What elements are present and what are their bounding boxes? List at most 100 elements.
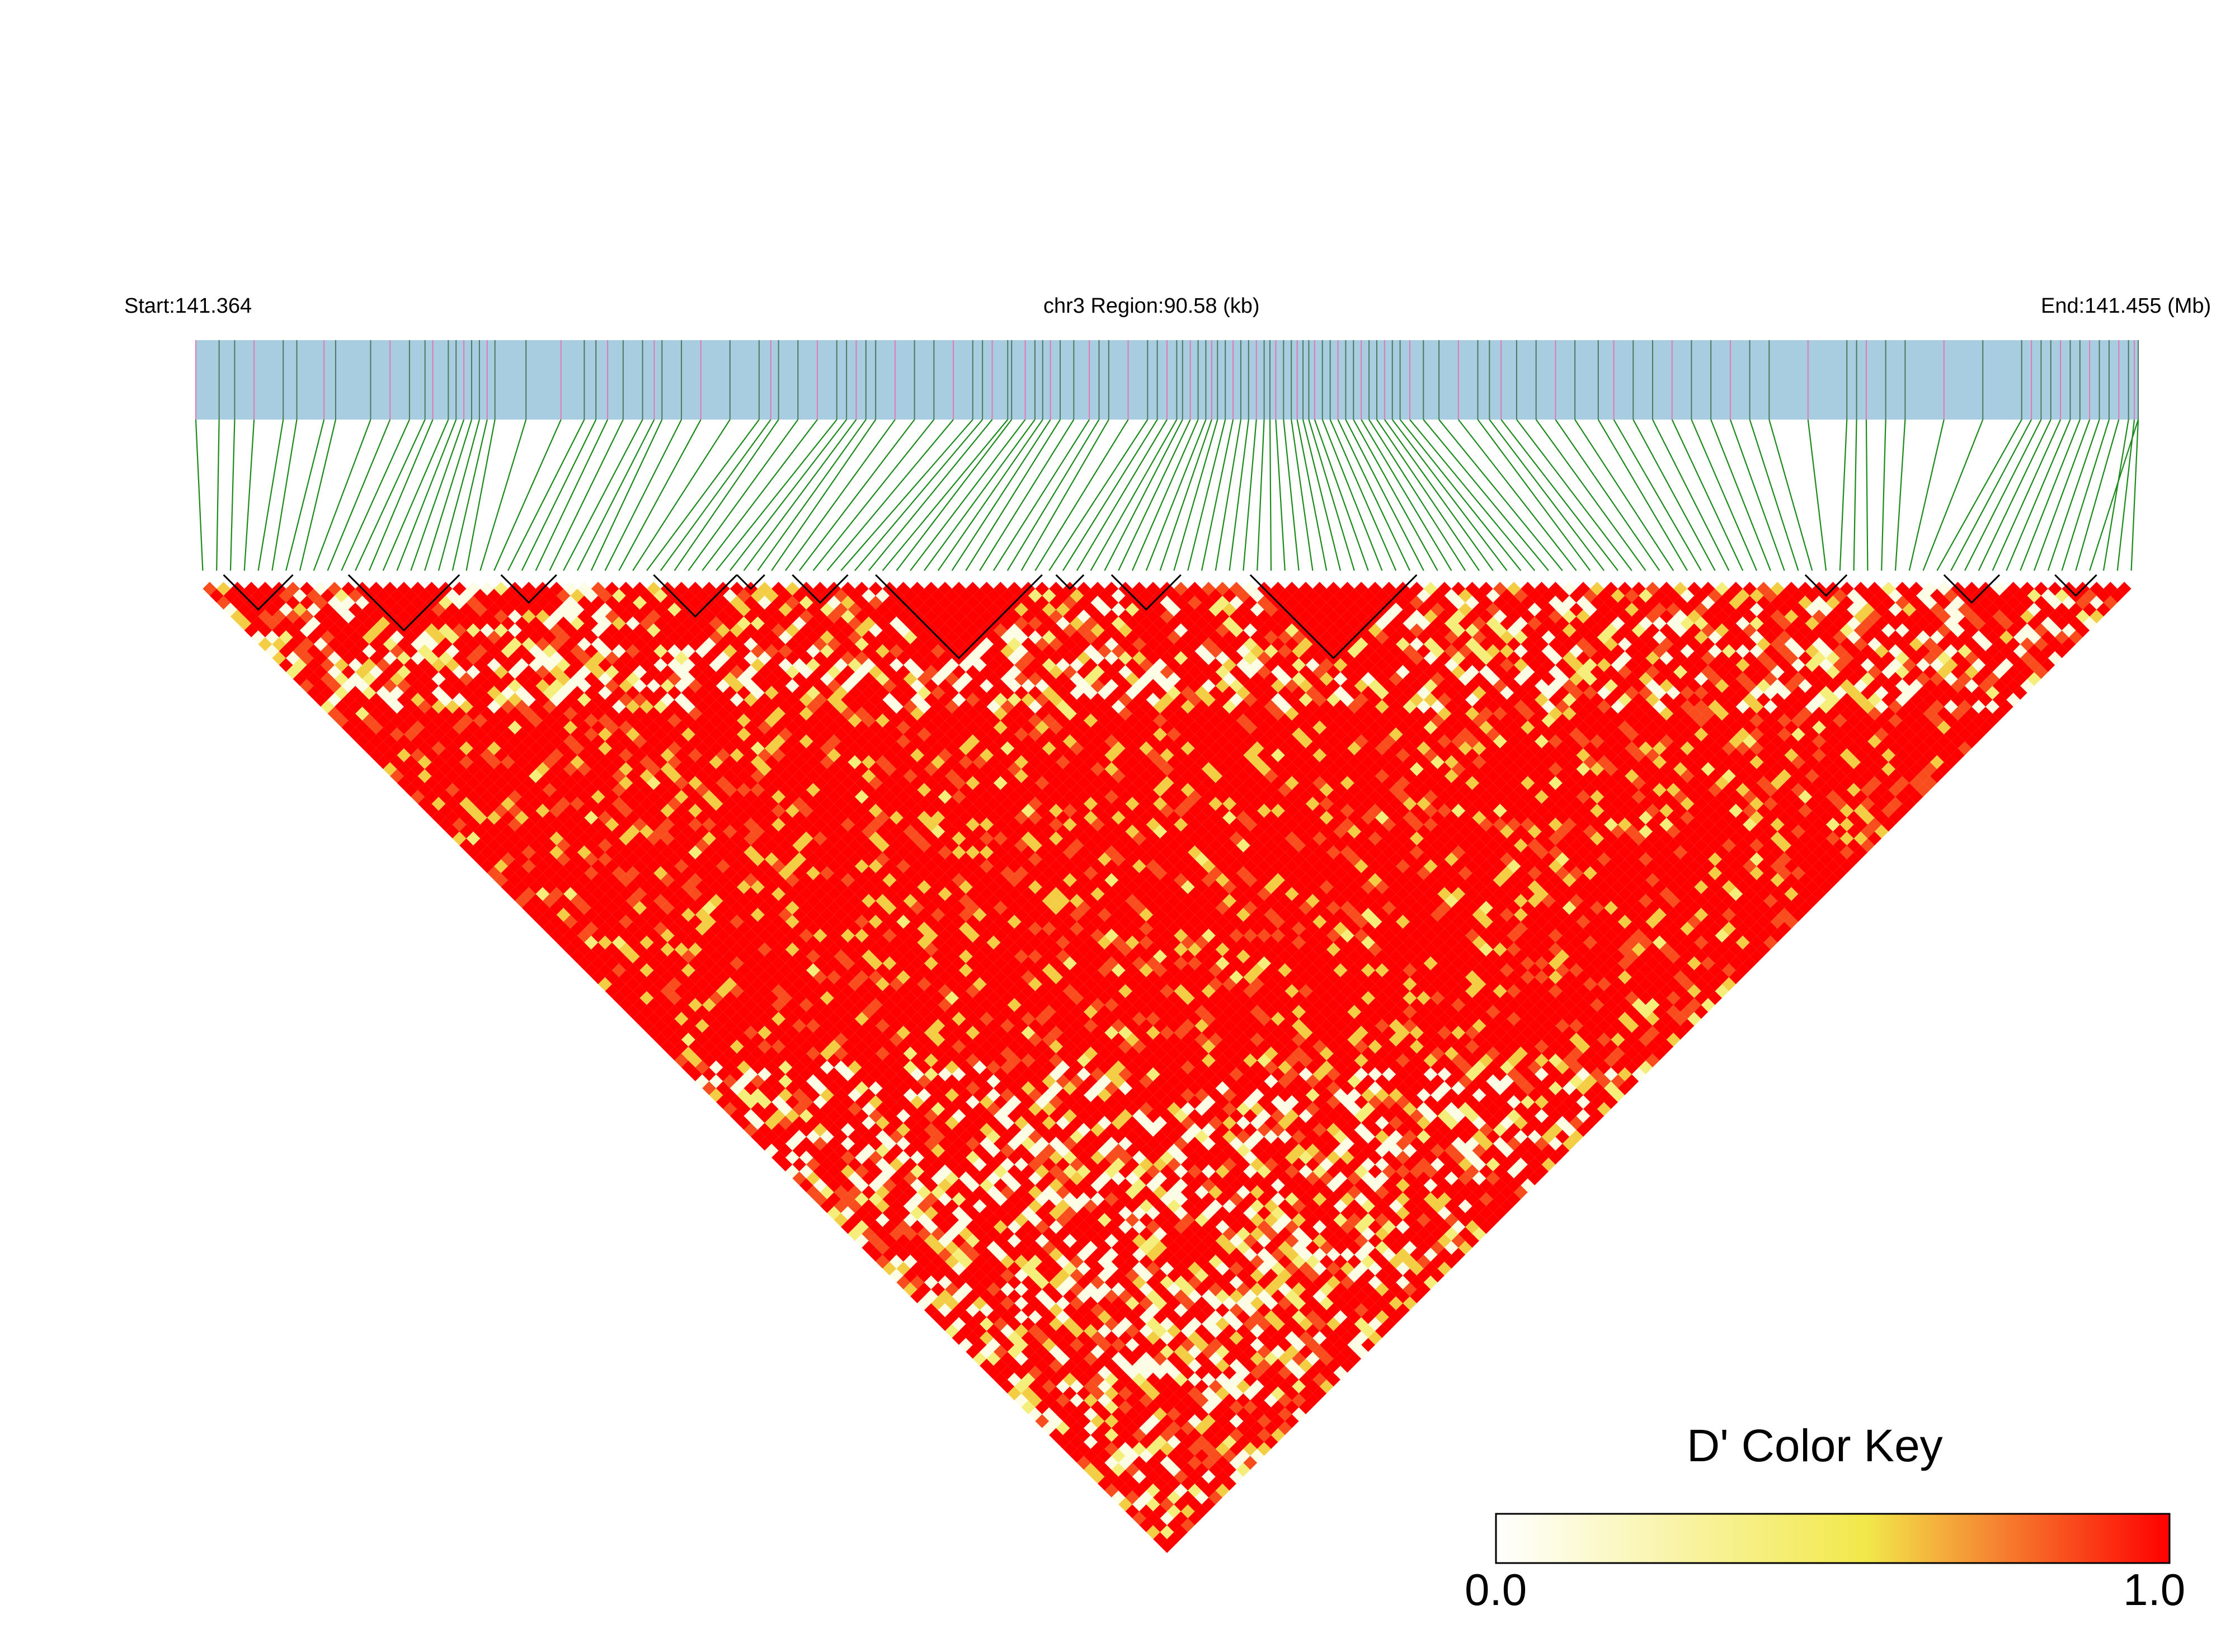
ld-cell (945, 1324, 959, 1338)
ld-cell (841, 998, 855, 1012)
ld-cell (799, 1109, 813, 1123)
ld-cell (1250, 1393, 1264, 1408)
ld-cell (480, 582, 495, 596)
ld-cell (362, 672, 377, 686)
snp-connector (396, 419, 457, 571)
ld-cell (612, 811, 626, 825)
ld-cell (459, 616, 473, 630)
ld-cell (417, 672, 432, 686)
ld-cell (751, 1088, 765, 1102)
ld-cell (217, 582, 230, 596)
ld-cell (556, 866, 571, 881)
ld-cell (1049, 1358, 1063, 1373)
snp-connector (1361, 419, 1452, 571)
ld-cell (633, 734, 647, 749)
ld-cell (959, 1254, 973, 1269)
ld-cell (639, 783, 654, 797)
ld-cell (917, 1185, 931, 1199)
ld-cell (1125, 1338, 1140, 1352)
ld-cell (903, 1199, 917, 1213)
ld-cell (612, 699, 626, 714)
ld-cell (1028, 1171, 1042, 1185)
ld-cell (1180, 1476, 1195, 1491)
snp-connector (1275, 419, 1286, 571)
ld-cell (591, 831, 605, 846)
ld-cell (952, 1303, 966, 1317)
ld-cell (986, 1338, 1001, 1352)
ld-cell (1111, 1435, 1126, 1449)
ld-cell (972, 1241, 987, 1255)
ld-cell (272, 609, 286, 624)
snp-connector (195, 419, 204, 571)
ld-cell (681, 825, 695, 839)
ld-cell (376, 616, 390, 630)
ld-cell (480, 817, 495, 832)
ld-cell (258, 637, 272, 651)
ld-cell (598, 866, 612, 881)
ld-cell (1049, 1386, 1063, 1401)
ld-cell (369, 651, 383, 665)
ld-cell (980, 1192, 994, 1206)
ld-cell (806, 1033, 820, 1047)
ld-cell (1167, 1504, 1181, 1518)
ld-cell (1021, 1345, 1036, 1359)
ld-cell (681, 935, 695, 950)
ld-cell (335, 589, 349, 603)
ld-cell (445, 755, 460, 769)
ld-cell (1056, 1185, 1070, 1199)
snp-connector (979, 419, 1075, 571)
ld-cell (487, 769, 501, 783)
ld-cell (543, 741, 557, 755)
ld-cell (1125, 1296, 1140, 1310)
snp-connector (1881, 419, 1886, 571)
ld-cell (494, 790, 508, 804)
ld-cell (397, 679, 411, 693)
ld-cell (1007, 1123, 1022, 1137)
ld-cell (827, 1067, 841, 1081)
ld-cell (1132, 1400, 1146, 1414)
ld-cell (841, 1123, 855, 1137)
ld-cell (1063, 1442, 1077, 1456)
ld-cell (1146, 1248, 1160, 1262)
ld-cell (730, 1109, 744, 1123)
snp-connector (924, 419, 1036, 571)
ld-cell (1215, 1317, 1230, 1331)
ld-cell (688, 1067, 703, 1081)
ld-cell (841, 1150, 855, 1165)
ld-cell (848, 1199, 862, 1213)
ld-cell (938, 1081, 952, 1095)
ld-cell (972, 1282, 987, 1297)
ld-cell (1125, 1324, 1140, 1338)
ld-cell (778, 1143, 793, 1158)
snp-connector (1296, 419, 1328, 571)
snp-connector (1489, 419, 1605, 571)
ld-cell (1111, 1352, 1126, 1366)
ld-cell (792, 1088, 807, 1102)
ld-cell (820, 1074, 834, 1089)
ld-cell (376, 672, 390, 686)
ld-cell (764, 880, 779, 894)
snp-connector (424, 419, 473, 571)
ld-cell (751, 838, 765, 853)
ld-cell (917, 1282, 931, 1297)
ld-cell (771, 984, 785, 998)
ld-cell (612, 880, 626, 894)
ld-cell (355, 651, 369, 665)
ld-cell (313, 595, 328, 610)
ld-cell (529, 686, 543, 700)
ld-cell (1076, 1178, 1091, 1193)
ld-cell (279, 589, 293, 603)
ld-cell (1111, 1407, 1126, 1422)
ld-cell (625, 907, 640, 922)
ld-cell (688, 845, 703, 859)
ld-cell (862, 1129, 876, 1144)
ld-cell (1180, 1310, 1195, 1324)
ld-cell (1056, 1254, 1070, 1269)
ld-cell (848, 1213, 862, 1227)
ld-cell (1118, 1303, 1132, 1317)
snp-connector (688, 419, 799, 571)
ld-cell (959, 1116, 973, 1130)
ld-cell (1146, 1386, 1160, 1401)
ld-cell (688, 1053, 703, 1067)
snp-connector-lines (195, 419, 2139, 571)
